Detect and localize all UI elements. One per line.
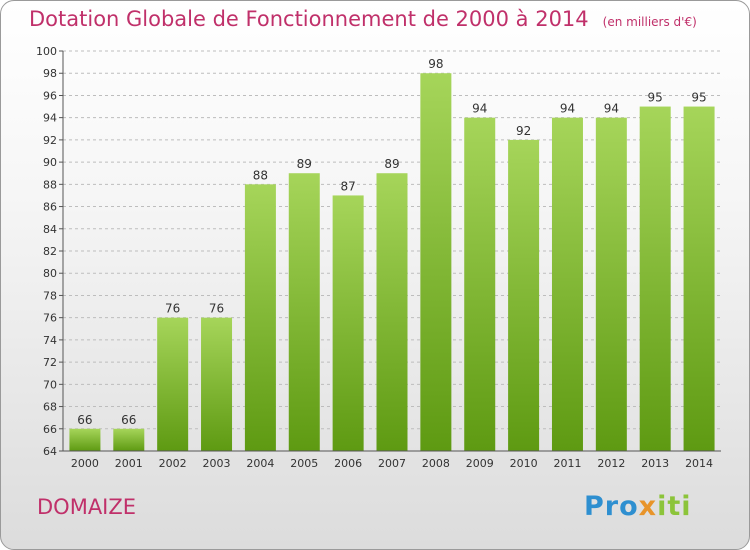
x-tick-label: 2014 [685,457,713,470]
data-label: 88 [253,168,268,182]
y-tick-label: 80 [43,267,57,280]
x-tick-label: 2009 [466,457,494,470]
bar [157,317,189,451]
x-tick-label: 2013 [641,457,669,470]
data-label: 66 [77,413,92,427]
bar [376,173,408,451]
bar [332,195,364,451]
x-tick-label: 2004 [246,457,274,470]
logo-part-2: x [638,491,658,522]
title-text: Dotation Globale de Fonctionnement de 20… [29,7,589,31]
axes [59,50,721,452]
x-tick-label: 2000 [71,457,99,470]
bar [113,428,145,451]
y-tick-label: 78 [43,289,57,302]
data-label: 87 [340,179,355,193]
bar [508,139,540,451]
y-tick-label: 86 [43,201,57,214]
x-tick-label: 2011 [553,457,581,470]
y-tick-label: 82 [43,245,57,258]
logo-part-1: Pro [584,491,639,522]
bar [288,173,320,451]
bar [201,317,233,451]
x-tick-label: 2007 [378,457,406,470]
x-tick-label: 2008 [422,457,450,470]
logo-part-3: iti [657,491,692,522]
proxiti-logo[interactable]: Proxiti [584,491,692,522]
bar [683,106,715,452]
y-tick-label: 72 [43,356,57,369]
x-tick-label: 2002 [159,457,187,470]
y-tick-label: 66 [43,423,57,436]
bar [595,117,627,452]
y-tick-label: 76 [43,312,57,325]
y-tick-label: 68 [43,401,57,414]
y-tick-label: 70 [43,378,57,391]
y-tick-label: 88 [43,178,57,191]
bar [551,117,583,452]
bar [464,117,496,452]
x-tick-label: 2003 [203,457,231,470]
y-tick-label: 100 [36,45,57,58]
labels: 64 66 68 70 72 74 76 78 80 82 84 86 88 90 92 94 96 98 100 6… [36,45,713,470]
y-tick-label: 98 [43,67,57,80]
y-tick-label: 90 [43,156,57,169]
x-tick-label: 2006 [334,457,362,470]
data-label: 89 [384,157,399,171]
y-tick-label: 74 [43,334,57,347]
bars [69,73,715,452]
data-label: 94 [472,102,487,116]
data-label: 92 [516,124,531,138]
data-label: 89 [297,157,312,171]
data-label: 95 [691,91,706,105]
data-label: 94 [560,102,575,116]
x-tick-label: 2005 [290,457,318,470]
y-tick-label: 64 [43,445,57,458]
data-label: 76 [209,302,224,316]
data-label: 95 [648,91,663,105]
y-tick-label: 94 [43,112,57,125]
bar [244,184,276,452]
x-tick-label: 2010 [510,457,538,470]
data-label: 98 [428,57,443,71]
x-tick-label: 2001 [115,457,143,470]
bar [420,73,452,451]
y-tick-label: 84 [43,223,57,236]
bar [69,428,101,451]
unit-label: (en milliers d'€) [602,15,697,29]
x-tick-label: 2012 [597,457,625,470]
chart-title: Dotation Globale de Fonctionnement de 20… [29,7,697,31]
bar [639,106,671,452]
commune-name: DOMAIZE [37,495,137,519]
data-label: 94 [604,102,619,116]
y-tick-label: 96 [43,89,57,102]
y-tick-label: 92 [43,134,57,147]
data-label: 76 [165,302,180,316]
data-label: 66 [121,413,136,427]
